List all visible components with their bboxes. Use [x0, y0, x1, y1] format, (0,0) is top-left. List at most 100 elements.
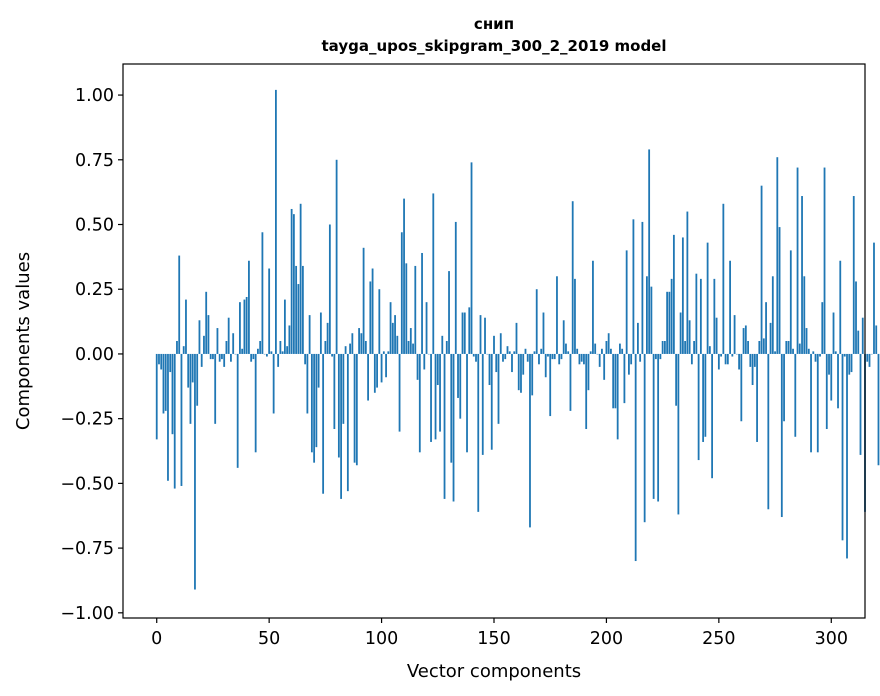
bar-171 [540, 348, 543, 354]
bar-189 [580, 353, 583, 362]
bar-29 [221, 353, 223, 360]
bar-270 [762, 338, 765, 354]
bar-79 [333, 353, 336, 430]
bar-95 [369, 281, 372, 354]
bar-235 [684, 341, 687, 354]
bar-68 [308, 315, 311, 354]
bar-127 [441, 335, 444, 354]
bar-180 [560, 353, 563, 360]
bar-252 [722, 203, 725, 354]
bar-238 [690, 353, 693, 365]
bar-112 [407, 341, 410, 354]
bar-72 [317, 353, 320, 388]
bar-136 [461, 312, 464, 354]
bar-237 [688, 320, 691, 354]
bar-148 [488, 353, 491, 386]
bar-282 [789, 250, 792, 354]
bar-41 [248, 260, 250, 354]
bar-239 [693, 341, 696, 354]
bar-253 [724, 353, 727, 365]
bar-21 [203, 335, 205, 354]
bar-212 [632, 219, 635, 354]
bar-89 [355, 353, 358, 466]
bar-308 [848, 353, 851, 375]
bar-131 [450, 353, 453, 463]
bar-142 [475, 353, 477, 362]
bar-209 [625, 250, 628, 354]
bar-63 [297, 284, 300, 354]
bar-277 [778, 227, 781, 354]
bar-75 [324, 341, 327, 354]
bar-34 [232, 333, 235, 354]
bar-261 [742, 328, 745, 354]
bar-86 [349, 343, 351, 354]
bar-44 [254, 353, 257, 453]
bar-32 [227, 317, 230, 354]
bar-260 [740, 353, 743, 422]
bar-152 [497, 353, 500, 424]
chart-title-line1: снип [474, 15, 514, 33]
bar-17 [194, 353, 196, 590]
bar-168 [533, 351, 536, 354]
bar-173 [544, 353, 547, 378]
bar-225 [661, 341, 664, 354]
bar-157 [508, 351, 511, 354]
bar-0 [155, 353, 158, 440]
bar-31 [225, 341, 228, 354]
bar-40 [245, 296, 248, 354]
bar-266 [753, 353, 756, 367]
plot-frame [122, 63, 866, 619]
bar-122 [430, 353, 432, 442]
bar-19 [198, 320, 201, 354]
bar-281 [787, 341, 790, 354]
bar-179 [558, 353, 561, 365]
bar-123 [432, 193, 435, 354]
bar-82 [340, 353, 342, 499]
bar-106 [394, 315, 396, 354]
bar-303 [837, 353, 839, 409]
bar-268 [758, 341, 761, 354]
x-tick-label-0: 0 [151, 629, 162, 649]
bar-165 [526, 353, 529, 362]
bar-320 [875, 325, 878, 354]
y-tick-label-5: 0.25 [75, 280, 114, 300]
bar-273 [769, 322, 772, 354]
bar-7 [171, 353, 174, 435]
bar-309 [850, 353, 853, 373]
bar-198 [601, 348, 603, 354]
bar-85 [346, 353, 349, 492]
bar-20 [200, 353, 203, 367]
bar-278 [780, 353, 783, 518]
bar-248 [713, 278, 716, 354]
bar-216 [641, 221, 644, 354]
bar-183 [567, 351, 570, 354]
bar-230 [672, 234, 675, 354]
bar-170 [538, 353, 540, 365]
bar-78 [331, 353, 334, 357]
bar-210 [628, 353, 630, 375]
bar-70 [313, 353, 316, 463]
bar-126 [439, 353, 441, 432]
bar-269 [760, 185, 763, 354]
bar-194 [592, 260, 594, 354]
bar-39 [243, 299, 246, 354]
bar-90 [358, 328, 360, 354]
bar-83 [342, 353, 345, 424]
bar-105 [391, 322, 394, 354]
bar-316 [866, 353, 869, 362]
bar-58 [286, 346, 289, 354]
bar-67 [306, 353, 309, 414]
bar-186 [574, 278, 576, 354]
x-tick-label-4: 200 [590, 629, 623, 649]
bar-295 [819, 353, 821, 357]
bar-167 [531, 353, 534, 396]
bar-215 [639, 353, 642, 362]
bar-33 [230, 353, 232, 362]
bar-51 [270, 351, 273, 354]
bar-275 [774, 351, 776, 354]
bar-103 [387, 351, 390, 354]
chart-title-line2: tayga_upos_skipgram_300_2_2019 model [322, 37, 667, 55]
bar-55 [279, 341, 282, 354]
bar-134 [457, 353, 459, 398]
bar-166 [529, 353, 531, 528]
